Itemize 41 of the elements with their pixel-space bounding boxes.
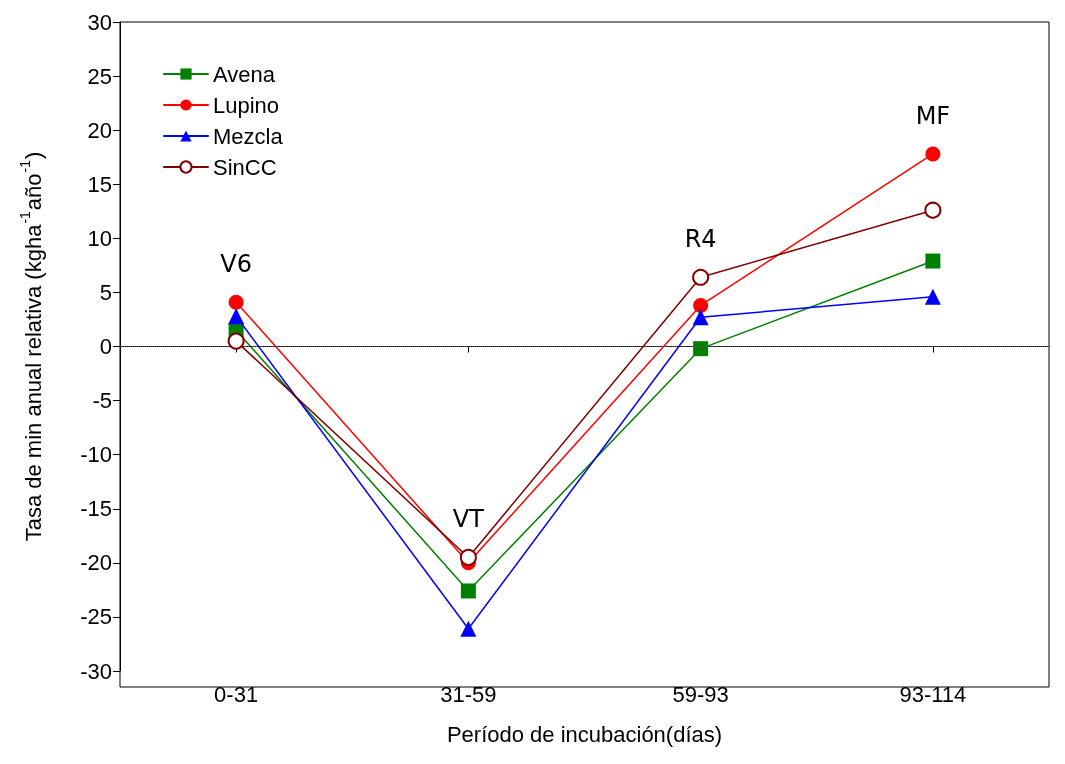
point (925, 253, 941, 269)
y-tick-label: 30 (87, 9, 112, 35)
point (460, 620, 477, 637)
point (228, 294, 244, 310)
y-tick-label: 25 (87, 63, 112, 89)
legend-label: Avena (213, 61, 276, 87)
y-tick-label: 0 (99, 334, 112, 359)
y-tick-label: 5 (99, 279, 112, 305)
y-tick-label: 10 (87, 225, 112, 251)
point (925, 146, 941, 162)
point (693, 297, 709, 313)
point (228, 308, 245, 325)
x-tick-label: 0-31 (214, 681, 259, 707)
legend-label: Mezcla (213, 123, 284, 149)
y-tick-label: 15 (87, 171, 112, 197)
x-tick-label: 93-114 (899, 681, 967, 707)
y-axis-title: Tasa de min anual relativa (kgha-1año-1) (17, 151, 46, 542)
y-tick-label: -15 (80, 496, 112, 522)
legend-label: SinCC (213, 154, 277, 180)
point (693, 341, 709, 357)
y-tick-label: -20 (80, 550, 112, 576)
point (460, 583, 476, 599)
y-tick-label: 20 (87, 117, 112, 143)
point (692, 268, 710, 286)
y-tick-label: -10 (80, 442, 112, 468)
annotation: MF (915, 101, 951, 130)
legend-label: Lupino (213, 92, 280, 118)
y-tick-label: -5 (92, 388, 112, 414)
point (924, 288, 941, 305)
annotation: VT (452, 505, 485, 534)
annotation: R4 (684, 225, 717, 254)
y-tick-label: -30 (80, 658, 112, 684)
annotation: V6 (220, 250, 252, 279)
y-tick-label: -25 (80, 604, 112, 630)
point (459, 548, 477, 566)
x-tick-label: 59-93 (672, 681, 729, 707)
x-tick-label: 31-59 (440, 681, 497, 707)
point (227, 332, 245, 350)
point (692, 309, 709, 326)
point (924, 201, 942, 219)
x-axis-title: Período de incubación(días) (446, 721, 723, 747)
